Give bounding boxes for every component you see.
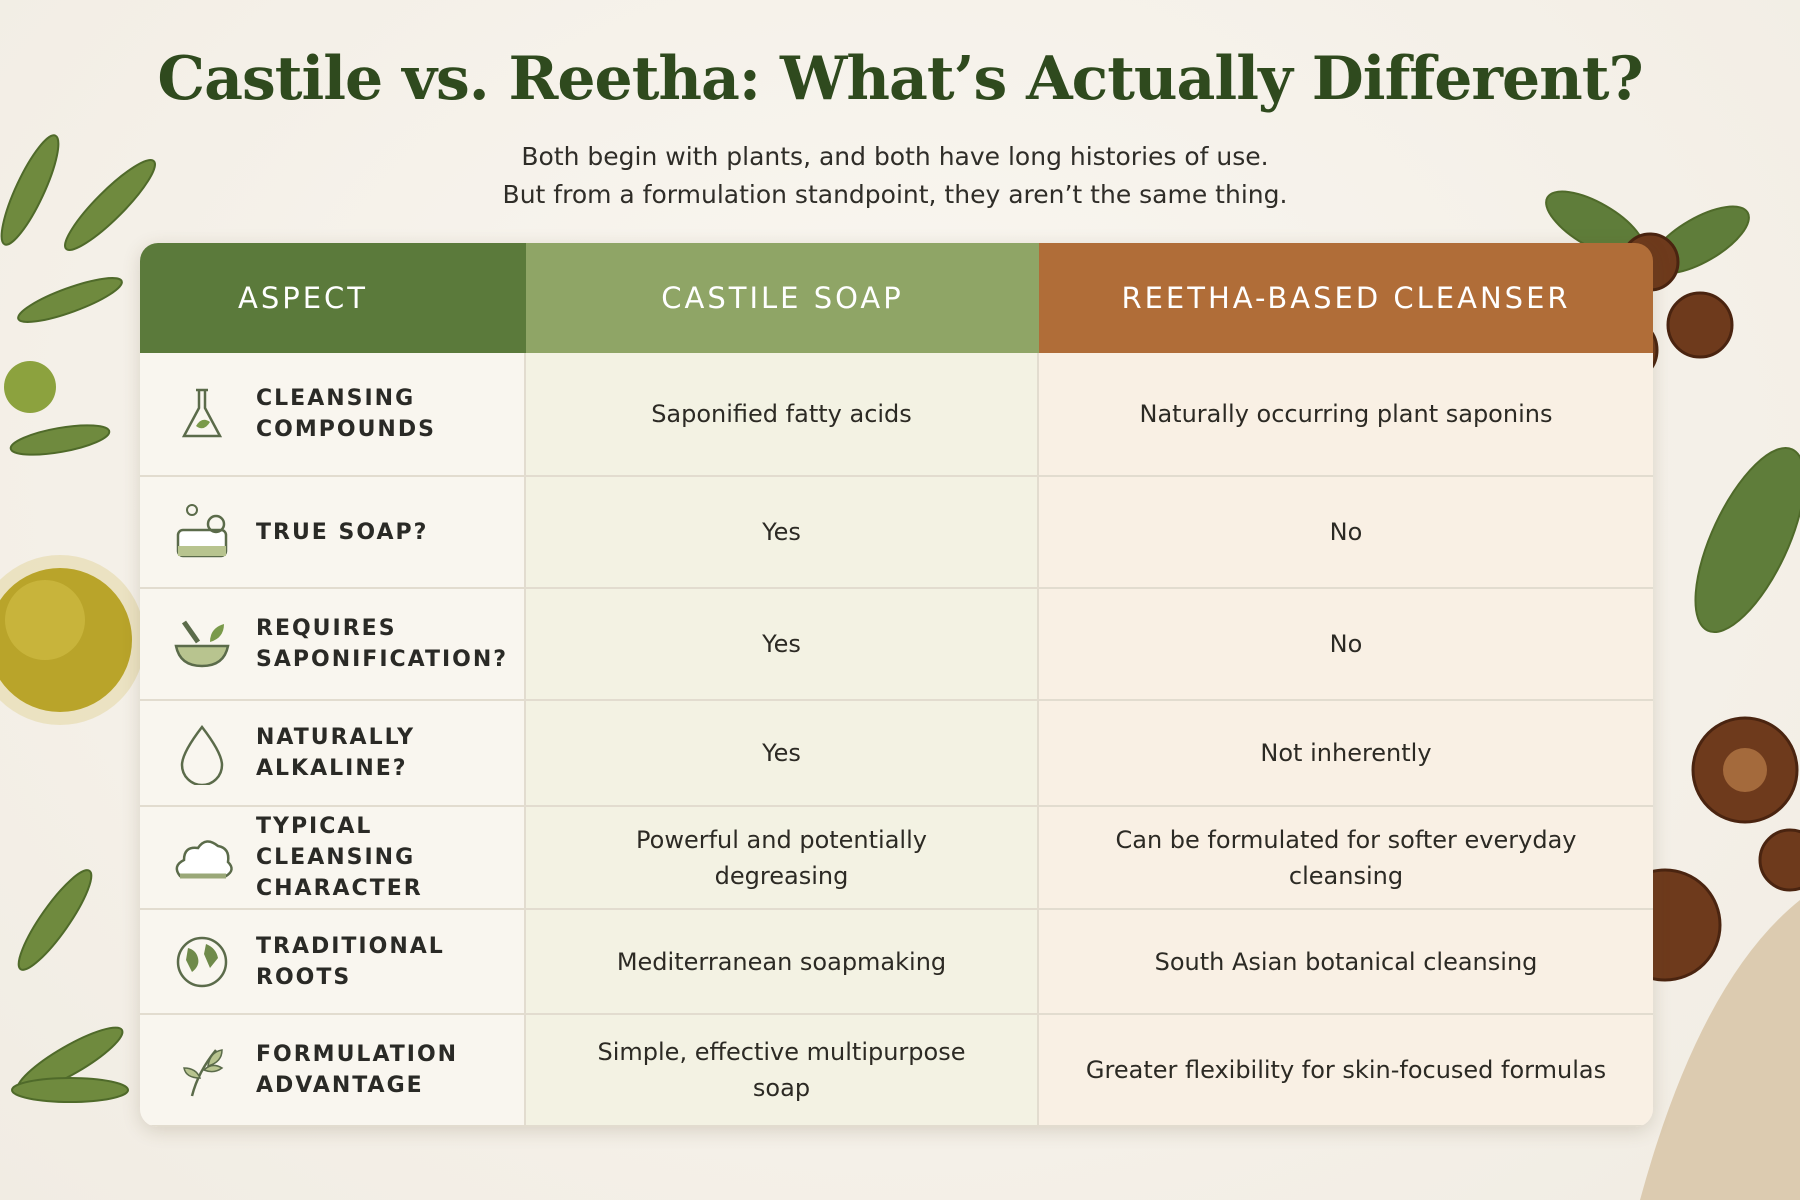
title: Castile vs. Reetha: What’s Actually Diff… bbox=[157, 44, 1643, 114]
castile-cell: Saponified fatty acids bbox=[526, 353, 1039, 477]
aspect-label: REQUIRES SAPONIFICATION? bbox=[256, 616, 509, 672]
column-header: REETHA-BASED CLEANSER bbox=[1039, 243, 1653, 353]
aspect-cell: REQUIRES SAPONIFICATION? bbox=[140, 589, 526, 701]
castile-cell: Mediterranean soapmaking bbox=[526, 910, 1039, 1015]
castile-cell: Powerful and potentially degreasing bbox=[526, 807, 1039, 910]
row-icon bbox=[183, 1049, 224, 1097]
aspect-label: CLEANSING COMPOUNDS bbox=[256, 386, 436, 442]
castile-cell: Yes bbox=[526, 589, 1039, 701]
aspect-label: TYPICAL CLEANSING CHARACTER bbox=[256, 814, 423, 901]
reetha-cell: South Asian botanical cleansing bbox=[1039, 910, 1653, 1015]
aspect-cell: NATURALLY ALKALINE? bbox=[140, 701, 526, 807]
column-header: CASTILE SOAP bbox=[526, 243, 1039, 353]
subtitle: Both begin with plants, and both have lo… bbox=[521, 142, 1269, 171]
aspect-cell: CLEANSING COMPOUNDS bbox=[140, 353, 526, 477]
reetha-cell: Can be formulated for softer everyday cl… bbox=[1039, 807, 1653, 910]
reetha-cell: Naturally occurring plant saponins bbox=[1039, 353, 1653, 477]
row-icon bbox=[180, 724, 224, 785]
aspect-cell: FORMULATION ADVANTAGE bbox=[140, 1015, 526, 1127]
aspect-label: FORMULATION ADVANTAGE bbox=[256, 1042, 459, 1098]
row-icon bbox=[174, 620, 230, 668]
aspect-label: TRUE SOAP? bbox=[256, 519, 429, 545]
row-icon bbox=[181, 388, 223, 438]
reetha-cell: Greater flexibility for skin-focused for… bbox=[1039, 1015, 1653, 1127]
column-header: ASPECT bbox=[140, 243, 526, 353]
reetha-cell: Not inherently bbox=[1039, 701, 1653, 807]
castile-cell: Yes bbox=[526, 701, 1039, 807]
aspect-cell: TRADITIONAL ROOTS bbox=[140, 910, 526, 1015]
comparison-table: ASPECT CASTILE SOAP REETHA-BASED CLEANSER C… bbox=[140, 243, 1653, 1127]
aspect-cell: TRUE SOAP? bbox=[140, 477, 526, 589]
reetha-cell: No bbox=[1039, 589, 1653, 701]
row-icon bbox=[176, 504, 228, 558]
reetha-cell: No bbox=[1039, 477, 1653, 589]
castile-cell: Simple, effective multipurpose soap bbox=[526, 1015, 1039, 1127]
aspect-label: TRADITIONAL ROOTS bbox=[256, 933, 445, 990]
row-icon bbox=[175, 839, 233, 878]
aspect-label: NATURALLY ALKALINE? bbox=[256, 725, 416, 781]
row-icon bbox=[176, 936, 228, 987]
subtitle: But from a formulation standpoint, they … bbox=[502, 180, 1288, 209]
castile-cell: Yes bbox=[526, 477, 1039, 589]
aspect-cell: TYPICAL CLEANSING CHARACTER bbox=[140, 807, 526, 910]
